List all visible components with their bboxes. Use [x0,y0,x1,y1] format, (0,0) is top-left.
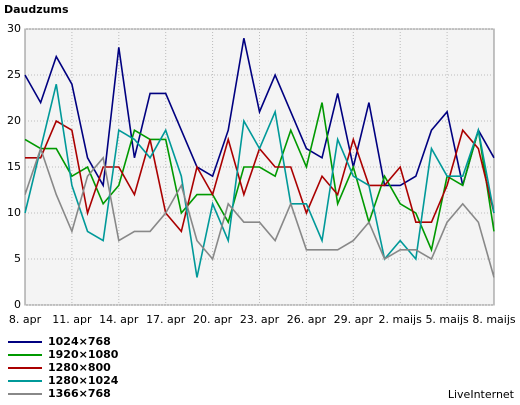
series-line [24,84,495,278]
legend-label: 1024×768 [48,335,111,348]
x-tick-label: 23. apr [240,313,280,326]
series-line [24,38,495,188]
x-tick-label: 14. apr [99,313,139,326]
x-tick-label: 11. apr [52,313,92,326]
x-tick-label: 26. apr [287,313,327,326]
y-tick-label: 25 [7,68,21,81]
x-tick-label: 29. apr [334,313,374,326]
x-tick-label: 5. maijs [425,313,469,326]
y-tick-label: 5 [14,252,21,265]
legend-label: 1280×1024 [48,374,119,387]
series-line [24,146,495,278]
legend-label: 1366×768 [48,387,111,400]
legend-label: 1920×1080 [48,348,119,361]
y-tick-label: 30 [7,22,21,35]
y-tick-label: 20 [7,114,21,127]
legend-label: 1280×800 [48,361,111,374]
y-tick-label: 0 [14,298,21,311]
axis-title: Daudzums [4,3,69,16]
x-tick-label: 2. maijs [379,313,423,326]
x-tick-label: 20. apr [193,313,233,326]
x-tick-label: 8. apr [9,313,42,326]
y-tick-label: 10 [7,206,21,219]
x-tick-label: 17. apr [146,313,186,326]
series-line [24,102,495,253]
x-tick-label: 8. maijs [472,313,516,326]
credit: LiveInternet [448,388,515,401]
y-tick-label: 15 [7,160,21,173]
